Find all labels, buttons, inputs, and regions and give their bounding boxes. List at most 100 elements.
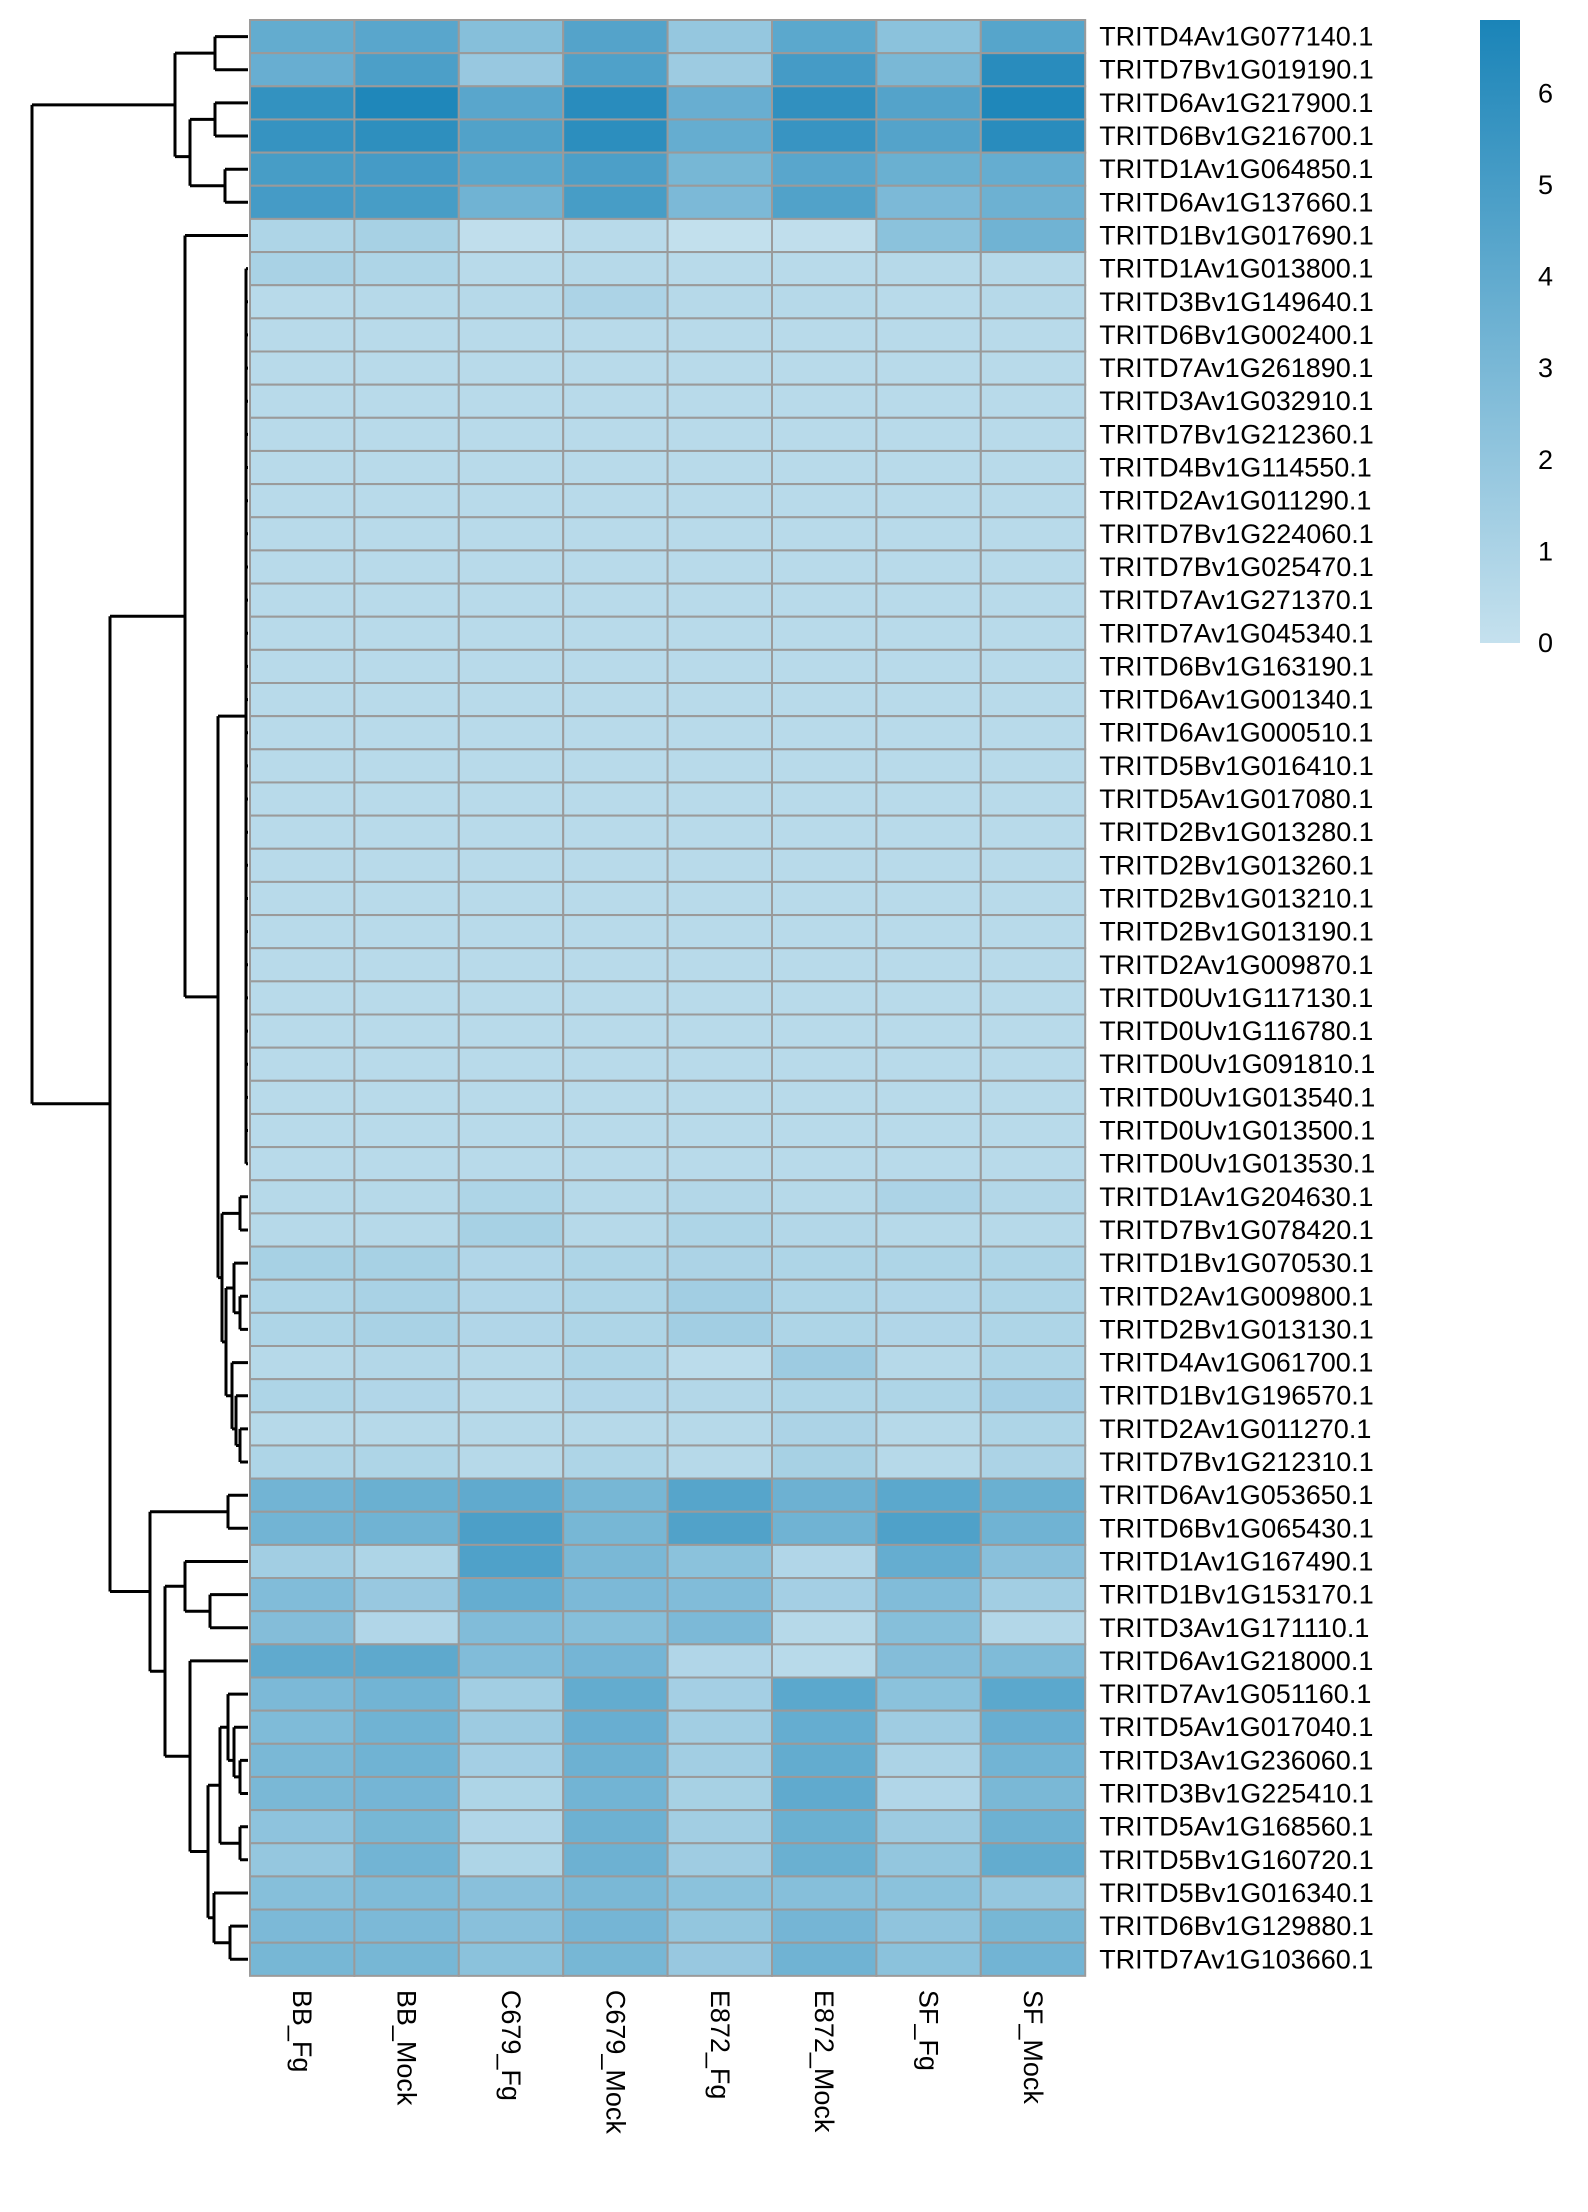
heatmap-cell bbox=[979, 682, 1087, 718]
heatmap-cell bbox=[249, 1676, 356, 1712]
heatmap-cell bbox=[457, 151, 565, 187]
row-label: TRITD6Av1G137660.1 bbox=[1099, 187, 1373, 217]
heatmap-cell bbox=[353, 151, 460, 187]
heatmap-cell bbox=[562, 1079, 669, 1115]
row-dendrogram bbox=[30, 35, 248, 1961]
heatmap-cell bbox=[457, 1212, 565, 1248]
heatmap-cell bbox=[771, 1875, 878, 1911]
heatmap-cell bbox=[979, 1278, 1087, 1314]
heatmap-cell bbox=[875, 1013, 982, 1049]
row-label: TRITD4Av1G077140.1 bbox=[1099, 22, 1373, 52]
heatmap-cell bbox=[353, 1146, 460, 1182]
heatmap-cell bbox=[249, 880, 356, 917]
heatmap-cell bbox=[875, 52, 982, 88]
heatmap-cell bbox=[979, 1842, 1087, 1878]
heatmap-cell bbox=[771, 1179, 878, 1215]
heatmap-cell bbox=[457, 1543, 565, 1580]
heatmap-cell bbox=[353, 483, 460, 519]
heatmap-cell bbox=[771, 980, 878, 1016]
heatmap-cell bbox=[457, 1875, 565, 1911]
heatmap-cell bbox=[353, 1444, 460, 1480]
heatmap-cell bbox=[249, 383, 356, 419]
heatmap-cell bbox=[249, 1179, 356, 1215]
heatmap-cell bbox=[249, 1311, 356, 1347]
heatmap-cell bbox=[979, 1643, 1087, 1679]
heatmap-cell bbox=[875, 648, 982, 684]
row-label: TRITD1Av1G204630.1 bbox=[1099, 1182, 1373, 1212]
heatmap-cell bbox=[562, 980, 669, 1016]
heatmap-cell bbox=[666, 85, 773, 121]
heatmap-cell bbox=[249, 1610, 356, 1646]
heatmap-cell bbox=[771, 1378, 878, 1414]
heatmap-cell bbox=[771, 383, 878, 419]
heatmap-cell bbox=[457, 1610, 565, 1646]
heatmap-cell bbox=[457, 1278, 565, 1314]
heatmap-cell bbox=[666, 1842, 773, 1878]
heatmap-cell bbox=[562, 184, 669, 220]
heatmap-cell bbox=[771, 251, 878, 287]
heatmap-cell bbox=[353, 1212, 460, 1248]
row-label: TRITD6Bv1G216700.1 bbox=[1099, 121, 1374, 151]
heatmap-cell bbox=[771, 847, 878, 883]
heatmap-cell bbox=[875, 416, 982, 452]
heatmap-cell bbox=[562, 1245, 669, 1281]
heatmap-cell bbox=[875, 19, 982, 55]
heatmap-cell bbox=[771, 1742, 878, 1778]
heatmap-cell bbox=[979, 914, 1087, 950]
heatmap-cell bbox=[457, 1643, 565, 1679]
heatmap-cell bbox=[457, 1046, 565, 1082]
heatmap-cell bbox=[979, 251, 1087, 287]
heatmap-cell bbox=[875, 1411, 982, 1447]
heatmap-cell bbox=[249, 449, 356, 486]
heatmap-cell bbox=[562, 1146, 669, 1182]
row-label: TRITD4Bv1G114550.1 bbox=[1099, 453, 1372, 483]
heatmap-cell bbox=[666, 516, 773, 552]
row-label: TRITD1Bv1G070530.1 bbox=[1099, 1248, 1374, 1278]
heatmap-cell bbox=[457, 781, 565, 817]
heatmap-cell bbox=[771, 1278, 878, 1314]
heatmap-cell bbox=[249, 748, 356, 784]
heatmap-cell bbox=[249, 1543, 356, 1580]
heatmap-cell bbox=[457, 52, 565, 88]
heatmap-cell bbox=[353, 1179, 460, 1215]
heatmap-cell bbox=[457, 682, 565, 718]
heatmap-cell bbox=[875, 748, 982, 784]
heatmap-cell bbox=[249, 151, 356, 187]
heatmap-cell bbox=[353, 582, 460, 618]
heatmap-cell bbox=[875, 1146, 982, 1182]
heatmap-cell bbox=[875, 284, 982, 320]
heatmap-cell bbox=[979, 1775, 1087, 1812]
heatmap-cell bbox=[457, 549, 565, 585]
row-label: TRITD6Av1G218000.1 bbox=[1099, 1646, 1373, 1676]
row-labels: TRITD4Av1G077140.1TRITD7Bv1G019190.1TRIT… bbox=[1099, 22, 1375, 1975]
heatmap-cell bbox=[875, 383, 982, 419]
heatmap-cell bbox=[666, 52, 773, 88]
heatmap-cell bbox=[979, 416, 1087, 452]
heatmap-cell bbox=[353, 1345, 460, 1381]
heatmap-cell bbox=[562, 52, 669, 88]
heatmap-cell bbox=[249, 516, 356, 552]
heatmap-cell bbox=[562, 1643, 669, 1679]
heatmap-cell bbox=[666, 1444, 773, 1480]
heatmap-cell bbox=[562, 1345, 669, 1381]
heatmap-cell bbox=[562, 1510, 669, 1546]
heatmap-cell bbox=[875, 1378, 982, 1414]
heatmap-cell bbox=[457, 1245, 565, 1281]
row-label: TRITD4Av1G061700.1 bbox=[1099, 1348, 1373, 1378]
heatmap-cell bbox=[666, 1875, 773, 1911]
heatmap-cell bbox=[875, 1046, 982, 1082]
heatmap-cell bbox=[249, 1842, 356, 1878]
heatmap-cell bbox=[875, 549, 982, 585]
heatmap-cell bbox=[666, 847, 773, 883]
heatmap-cell bbox=[875, 1577, 982, 1613]
heatmap-cell bbox=[666, 1908, 773, 1944]
row-label: TRITD6Bv1G002400.1 bbox=[1099, 320, 1374, 350]
heatmap-cell bbox=[562, 1311, 669, 1347]
heatmap-cell bbox=[353, 549, 460, 585]
heatmap-cell bbox=[353, 1013, 460, 1049]
column-label: C679_Fg bbox=[496, 1990, 526, 2101]
heatmap-cell bbox=[562, 1577, 669, 1613]
heatmap-cell bbox=[875, 1311, 982, 1347]
heatmap-cell bbox=[771, 52, 878, 88]
heatmap-cell bbox=[353, 118, 460, 154]
